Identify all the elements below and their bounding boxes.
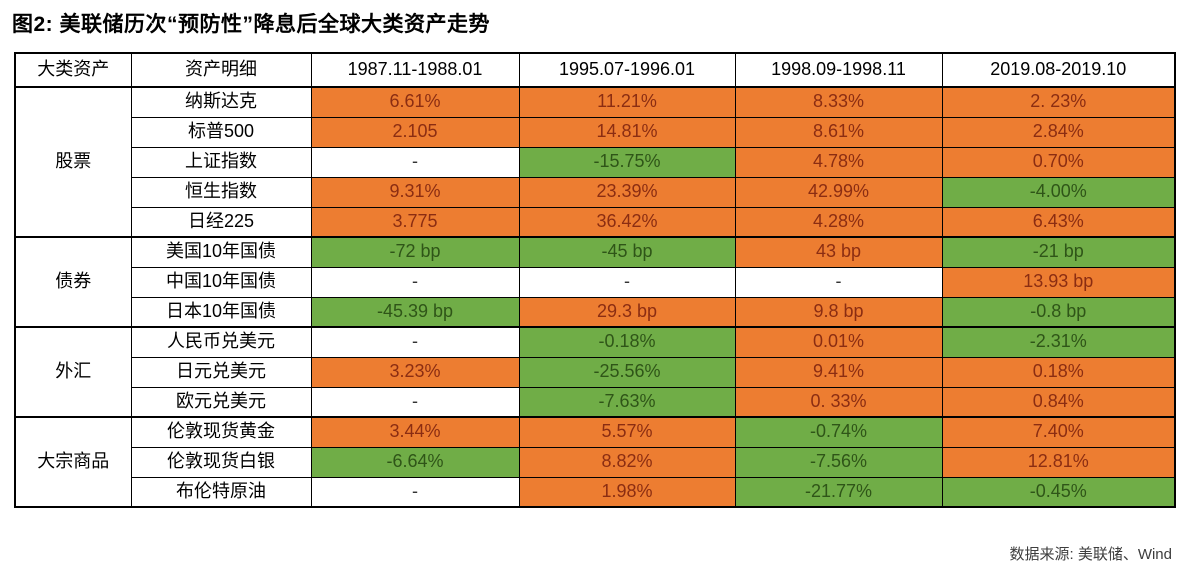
table-row: 股票 纳斯达克 6.61% 11.21% 8.33% 2. 23% — [14, 86, 1176, 238]
header-asset-class: 大类资产 — [14, 52, 132, 88]
header-period-1995: 1995.07-1996.01 — [518, 52, 736, 88]
value-cell: -2.31% — [941, 326, 1176, 358]
value-cell: - — [310, 146, 520, 178]
value-cell: -21.77% — [734, 476, 943, 508]
value-cell: 8.33% — [734, 86, 943, 118]
value-cell: 0. 33% — [734, 386, 943, 418]
value-cell: - — [734, 266, 943, 298]
table-row: 标普500 2.105 14.81% 8.61% 2.84% — [15, 116, 1176, 148]
table-row: 伦敦现货白银 -6.64% 8.82% -7.56% 12.81% — [15, 446, 1176, 478]
value-cell: 5.57% — [518, 416, 736, 448]
value-cell: 0.01% — [734, 326, 943, 358]
value-cell: -45 bp — [518, 236, 736, 268]
value-cell: 36.42% — [518, 206, 736, 238]
value-cell: 8.61% — [734, 116, 943, 148]
value-cell: 8.82% — [518, 446, 736, 478]
value-cell: -0.74% — [734, 416, 943, 448]
value-cell: 12.81% — [941, 446, 1176, 478]
value-cell: -25.56% — [518, 356, 736, 388]
value-cell: 29.3 bp — [518, 296, 736, 328]
asset-detail-cell: 恒生指数 — [130, 176, 312, 208]
asset-class-cell: 股票 — [14, 86, 132, 238]
table-row: 恒生指数 9.31% 23.39% 42.99% -4.00% — [15, 176, 1176, 208]
value-cell: 1.98% — [518, 476, 736, 508]
value-cell: 3.23% — [310, 356, 520, 388]
value-cell: -4.00% — [941, 176, 1176, 208]
table-row: 外汇 人民币兑美元 - -0.18% 0.01% -2.31% — [14, 326, 1176, 418]
value-cell: - — [310, 386, 520, 418]
value-cell: 0.84% — [941, 386, 1176, 418]
asset-class-cell: 外汇 — [14, 326, 132, 418]
table-row: 债券 美国10年国债 -72 bp -45 bp 43 bp -21 bp — [14, 236, 1176, 328]
value-cell: 42.99% — [734, 176, 943, 208]
value-cell: 0.70% — [941, 146, 1176, 178]
value-cell: 2.105 — [310, 116, 520, 148]
value-cell: 3.775 — [310, 206, 520, 238]
figure-title: 图2: 美联储历次“预防性”降息后全球大类资产走势 — [12, 13, 491, 36]
value-cell: -15.75% — [518, 146, 736, 178]
value-cell: -72 bp — [310, 236, 520, 268]
table-row: 大宗商品 伦敦现货黄金 3.44% 5.57% -0.74% 7.40% — [14, 416, 1176, 508]
asset-detail-cell: 美国10年国债 — [130, 236, 312, 268]
table-row: 日经225 3.775 36.42% 4.28% 6.43% — [15, 206, 1176, 238]
value-cell: 6.61% — [310, 86, 520, 118]
value-cell: -21 bp — [941, 236, 1176, 268]
table-row: 日元兑美元 3.23% -25.56% 9.41% 0.18% — [15, 356, 1176, 388]
asset-performance-table: 大类资产 资产明细 1987.11-1988.01 1995.07-1996.0… — [14, 52, 1176, 508]
value-cell: 23.39% — [518, 176, 736, 208]
value-cell: 0.18% — [941, 356, 1176, 388]
table-row: 中国10年国债 - - -13.93 bp — [15, 266, 1176, 298]
value-cell: - — [310, 266, 520, 298]
value-cell: 6.43% — [941, 206, 1176, 238]
value-cell: 43 bp — [734, 236, 943, 268]
asset-detail-cell: 纳斯达克 — [130, 86, 312, 118]
value-cell: - — [310, 326, 520, 358]
data-source-note: 数据来源: 美联储、Wind — [1009, 546, 1172, 563]
asset-class-cell: 债券 — [14, 236, 132, 328]
table-row: 欧元兑美元 - -7.63% 0. 33% 0.84% — [15, 386, 1176, 418]
asset-detail-cell: 中国10年国债 — [130, 266, 312, 298]
asset-detail-cell: 欧元兑美元 — [130, 386, 312, 418]
asset-detail-cell: 布伦特原油 — [130, 476, 312, 508]
asset-detail-cell: 伦敦现货白银 — [130, 446, 312, 478]
asset-detail-cell: 伦敦现货黄金 — [130, 416, 312, 448]
asset-detail-cell: 日经225 — [130, 206, 312, 238]
value-cell: -45.39 bp — [310, 296, 520, 328]
value-cell: 9.41% — [734, 356, 943, 388]
value-cell: 2.84% — [941, 116, 1176, 148]
value-cell: -7.56% — [734, 446, 943, 478]
table-row: 上证指数 - -15.75% 4.78% 0.70% — [15, 146, 1176, 178]
asset-detail-cell: 日元兑美元 — [130, 356, 312, 388]
table-row: 日本10年国债 -45.39 bp 29.3 bp 9.8 bp -0.8 bp — [15, 296, 1176, 328]
value-cell: -6.64% — [310, 446, 520, 478]
header-period-1998: 1998.09-1998.11 — [734, 52, 943, 88]
header-asset-detail: 资产明细 — [130, 52, 312, 88]
value-cell: - — [518, 266, 736, 298]
value-cell: 14.81% — [518, 116, 736, 148]
value-cell: 7.40% — [941, 416, 1176, 448]
value-cell: 3.44% — [310, 416, 520, 448]
value-cell: 9.8 bp — [734, 296, 943, 328]
value-cell: -0.18% — [518, 326, 736, 358]
value-cell: 2. 23% — [941, 86, 1176, 118]
value-cell: -0.45% — [941, 476, 1176, 508]
value-cell: 13.93 bp — [941, 266, 1176, 298]
asset-detail-cell: 上证指数 — [130, 146, 312, 178]
value-cell: 9.31% — [310, 176, 520, 208]
value-cell: - — [310, 476, 520, 508]
value-cell: -0.8 bp — [941, 296, 1176, 328]
table-row: 布伦特原油 -1.98% -21.77% -0.45% — [15, 476, 1176, 508]
asset-class-cell: 大宗商品 — [14, 416, 132, 508]
header-row: 大类资产 资产明细 1987.11-1988.01 1995.07-1996.0… — [14, 52, 1176, 88]
header-period-2019: 2019.08-2019.10 — [941, 52, 1176, 88]
value-cell: 4.78% — [734, 146, 943, 178]
value-cell: -7.63% — [518, 386, 736, 418]
asset-detail-cell: 日本10年国债 — [130, 296, 312, 328]
asset-detail-cell: 人民币兑美元 — [130, 326, 312, 358]
value-cell: 4.28% — [734, 206, 943, 238]
value-cell: 11.21% — [518, 86, 736, 118]
asset-detail-cell: 标普500 — [130, 116, 312, 148]
header-period-1987: 1987.11-1988.01 — [310, 52, 520, 88]
